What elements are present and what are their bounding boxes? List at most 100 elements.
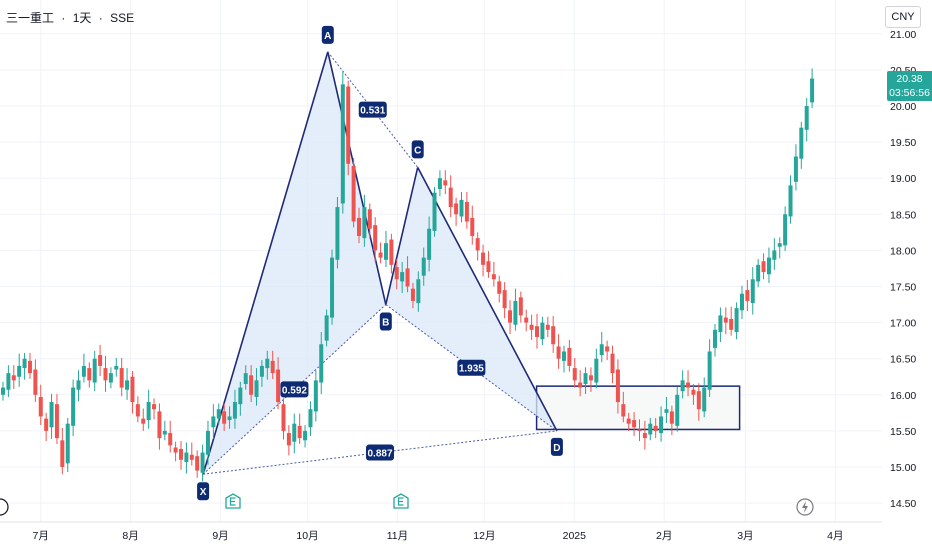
point-label-d: D	[550, 437, 563, 456]
candle-body	[799, 127, 804, 159]
candle-body	[162, 430, 167, 435]
candle-body	[168, 433, 173, 446]
price-tick-label: 16.00	[890, 390, 916, 402]
candle-body	[60, 440, 65, 467]
candle-body	[351, 165, 356, 222]
candle-body	[524, 317, 529, 323]
candle-body	[216, 409, 221, 419]
candle-body	[108, 373, 113, 383]
dividend-marker-shape	[0, 498, 9, 516]
ratio-label-x-d-text: 0.887	[367, 449, 392, 460]
price-axis: 14.50 15.00 15.50 16.00 16.50 17.00 17.50 18.00…	[890, 29, 916, 510]
symbol-title[interactable]: 三一重工 · 1天 · SSE	[6, 9, 138, 26]
candle-body	[54, 404, 59, 439]
time-axis: 7月 8月 9月 10月 11月 12月 2025 2月 3月 4月	[0, 521, 882, 542]
earnings-e-icon	[225, 493, 241, 509]
candle-body	[540, 322, 545, 340]
price-tick-label: 17.00	[890, 318, 916, 330]
candle-body	[810, 78, 815, 103]
time-tick-label: 12月	[473, 530, 495, 542]
candle-body	[702, 387, 707, 412]
candle-body	[686, 382, 691, 388]
candle-body	[642, 433, 647, 439]
candle-body	[416, 279, 421, 304]
candle-body	[739, 293, 744, 311]
price-tick-label: 16.50	[890, 354, 916, 366]
candle-body	[486, 261, 491, 273]
ratio-label-a-c-bg	[358, 101, 387, 118]
candle-body	[243, 373, 248, 384]
point-label-c-text: C	[414, 145, 421, 156]
candle-body	[152, 404, 157, 410]
ratio-label-x-d-bg	[366, 444, 394, 461]
point-label-x-bg	[197, 482, 210, 501]
earnings-marker-glyph	[229, 497, 236, 506]
currency-button[interactable]: CNY	[885, 6, 921, 28]
candle-body	[788, 185, 793, 217]
candle-body	[594, 358, 599, 383]
candle-body	[535, 326, 540, 338]
ratio-label-b-d-text: 1.935	[459, 364, 484, 375]
lightning-icon	[796, 498, 814, 516]
candle-body	[141, 418, 146, 424]
candlestick-series	[1, 68, 815, 482]
ratio-label-a-c-text: 0.531	[360, 106, 385, 117]
candle-body	[135, 404, 140, 417]
dividend-d-icon	[0, 498, 9, 516]
candle-body	[491, 274, 496, 280]
point-label-b-text: B	[382, 318, 389, 329]
candle-body	[561, 351, 566, 361]
candle-body	[615, 369, 620, 403]
candle-body	[454, 203, 459, 215]
candle-body	[729, 318, 734, 330]
candle-body	[49, 402, 54, 428]
candle-body	[405, 268, 410, 287]
candle-body	[17, 365, 22, 377]
candle-body	[475, 238, 480, 251]
earnings-marker-glyph	[397, 497, 404, 506]
lightning-marker-glyph	[802, 501, 808, 513]
candle-body	[567, 347, 572, 366]
candle-body	[572, 368, 577, 381]
event-markers	[0, 493, 814, 516]
ratio-label-x-b-bg	[280, 381, 309, 398]
point-label-a-bg	[321, 25, 334, 44]
last-price: 20.38	[896, 73, 923, 85]
candle-body	[157, 411, 162, 439]
candle-body	[556, 346, 561, 359]
candle-body	[389, 239, 394, 265]
candle-body	[502, 290, 507, 309]
time-tick-label: 8月	[122, 530, 138, 542]
candle-body	[44, 418, 49, 431]
candle-body	[481, 252, 486, 265]
pattern-labels: X A B C D 0.592 0.531 1.935 0.887	[197, 25, 563, 501]
candle-body	[232, 402, 237, 419]
point-label-b: B	[379, 312, 392, 331]
time-tick-label: 2025	[563, 530, 587, 542]
candle-body	[508, 310, 513, 323]
candle-body	[766, 257, 771, 275]
candle-body	[87, 368, 92, 381]
candle-body	[804, 106, 809, 130]
leg-cd	[416, 166, 558, 432]
ratio-line-xd	[203, 430, 557, 475]
candle-body	[38, 396, 43, 417]
candle-body	[578, 382, 583, 388]
ratio-label-b-d-bg	[457, 359, 486, 376]
point-label-c: C	[411, 140, 424, 159]
candle-body	[33, 369, 38, 395]
candle-body	[179, 448, 184, 460]
candle-body	[92, 358, 97, 383]
candle-body	[1, 387, 5, 395]
candle-body	[545, 324, 550, 330]
candle-body	[22, 358, 27, 369]
time-tick-label: 4月	[827, 530, 843, 542]
point-label-x: X	[197, 482, 210, 501]
time-tick-label: 10月	[296, 530, 318, 542]
candle-body	[346, 86, 351, 164]
candle-body	[98, 355, 103, 366]
candle-body	[394, 267, 399, 280]
candle-body	[783, 214, 788, 246]
time-tick-label: 2月	[656, 530, 672, 542]
